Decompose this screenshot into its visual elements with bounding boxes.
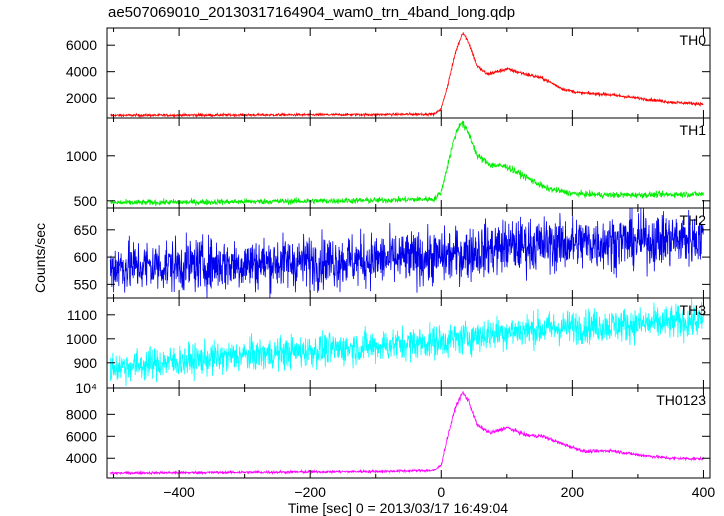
y-tick-label: 6000 (66, 37, 97, 53)
y-tick-label: 6000 (66, 428, 97, 444)
series-line-th0 (110, 32, 704, 118)
panel-th2: 550 600 650 TH2 (74, 207, 711, 299)
x-tick-label: 200 (561, 484, 585, 500)
series-line-th3 (109, 298, 704, 387)
y-tick-label: 1000 (66, 331, 97, 347)
panel-frame (106, 387, 711, 479)
series-line-th2 (109, 208, 704, 298)
panel-frame (106, 27, 711, 119)
x-axis-label: Time [sec] 0 = 2013/03/17 16:49:04 (288, 500, 508, 516)
panel-th0: 2000 4000 6000 TH0 (66, 27, 711, 119)
series-name-label: TH1 (680, 122, 707, 138)
panel-th0123: 4000 6000 8000 10⁴ TH0123 (66, 380, 711, 479)
y-tick-label: 4000 (66, 450, 97, 466)
y-tick-label: 600 (74, 249, 98, 265)
series-line-th0123 (110, 390, 704, 476)
x-tick-label: −400 (163, 484, 195, 500)
y-axis-label: Counts/sec (32, 223, 48, 293)
series-name-label: TH0123 (656, 392, 706, 408)
y-tick-label: 550 (74, 276, 98, 292)
series-name-label: TH2 (680, 212, 707, 228)
y-tick-label: 10⁴ (75, 380, 97, 396)
chart-title: ae507069010_20130317164904_wam0_trn_4ban… (108, 4, 515, 21)
panel-frame (106, 117, 711, 209)
y-tick-label: 500 (74, 193, 98, 209)
y-tick-label: 900 (74, 355, 98, 371)
panel-th3: 900 1000 1100 TH3 (66, 297, 711, 389)
panel-th1: 500 1000 TH1 (66, 117, 711, 209)
x-tick-label: 0 (437, 484, 445, 500)
y-tick-label: 1000 (66, 148, 97, 164)
x-tick-label: −200 (294, 484, 326, 500)
x-axis-ticks: −400 −200 0 200 400 (163, 484, 715, 500)
series-name-label: TH3 (680, 302, 707, 318)
y-tick-label: 650 (74, 222, 98, 238)
x-tick-label: 400 (692, 484, 716, 500)
y-tick-label: 2000 (66, 90, 97, 106)
y-tick-label: 1100 (67, 307, 97, 323)
series-line-th1 (109, 120, 704, 207)
y-tick-label: 4000 (66, 64, 97, 80)
chart-panels: 2000 4000 6000 TH0 500 1000 TH1 550 600 650 TH2 900… (66, 27, 711, 479)
y-tick-label: 8000 (66, 406, 97, 422)
series-name-label: TH0 (680, 32, 707, 48)
panel-frame (106, 297, 711, 389)
